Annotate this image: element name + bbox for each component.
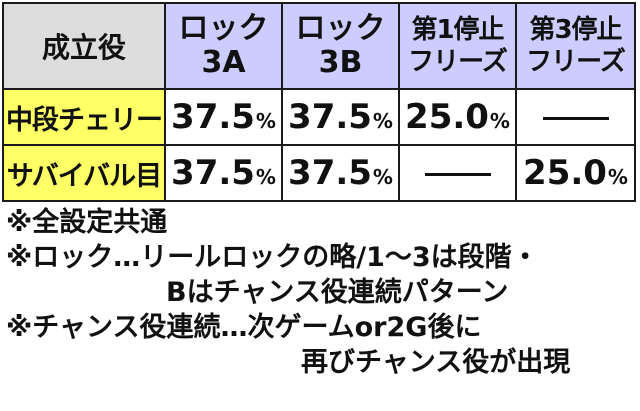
col-header-line2: 3B (318, 45, 363, 80)
cell-value: 37.5 (288, 153, 372, 193)
col-header-line1: 第1停止 (411, 15, 504, 45)
table-cell: 25.0% (398, 88, 517, 146)
note-chance-consecutive: ※チャンス役連続…次ゲームor2G後に (6, 312, 482, 343)
dash-mark (424, 173, 491, 176)
col-header-line2: 3A (201, 45, 246, 80)
note-lock-definition-cont: Bはチャンス役連続パターン (166, 277, 509, 308)
row-label-chudan-cherry: 中段チェリー (2, 88, 166, 146)
table-cell: 37.5% (164, 88, 283, 146)
percent-unit: % (255, 109, 276, 133)
col-header-lock-3b: ロック 3B (281, 2, 400, 90)
note-lock-definition: ※ロック…リールロックの略/1～3は段階・ (6, 242, 539, 273)
percent-unit: % (489, 109, 510, 133)
note-chance-consecutive-cont: 再びチャンス役が出現 (301, 347, 571, 378)
notes-block: ※全設定共通 ※ロック…リールロックの略/1～3は段階・ Bはチャンス役連続パタ… (6, 205, 636, 380)
cell-value: 25.0 (405, 97, 489, 137)
table-header-row: 成立役 ロック 3A ロック 3B 第1停止 フリーズ 第3停止 フリーズ (2, 2, 636, 90)
table-cell (515, 88, 636, 146)
corner-header: 成立役 (2, 2, 166, 90)
row-label-survival-me: サバイバル目 (2, 144, 166, 202)
table-row: 中段チェリー 37.5% 37.5% 25.0% (2, 88, 636, 146)
col-header-first-stop-freeze: 第1停止 フリーズ (398, 2, 517, 90)
cell-value: 25.0 (523, 153, 607, 193)
table-cell: 25.0% (515, 144, 636, 202)
col-header-line2: フリーズ (408, 47, 508, 77)
table-row: サバイバル目 37.5% 37.5% 25.0% (2, 144, 636, 202)
percent-unit: % (372, 165, 393, 189)
table-cell: 37.5% (281, 144, 400, 202)
col-header-line1: 第3停止 (529, 15, 622, 45)
percent-unit: % (607, 165, 628, 189)
note-all-settings: ※全設定共通 (6, 207, 168, 238)
percent-unit: % (372, 109, 393, 133)
table-cell: 37.5% (281, 88, 400, 146)
percent-unit: % (255, 165, 276, 189)
col-header-line1: ロック (295, 11, 386, 46)
cell-value: 37.5 (171, 153, 255, 193)
col-header-third-stop-freeze: 第3停止 フリーズ (515, 2, 636, 90)
table-cell: 37.5% (164, 144, 283, 202)
col-header-lock-3a: ロック 3A (164, 2, 283, 90)
probability-table: 成立役 ロック 3A ロック 3B 第1停止 フリーズ 第3停止 フリーズ 中段… (2, 2, 636, 202)
col-header-line1: ロック (178, 11, 269, 46)
cell-value: 37.5 (171, 97, 255, 137)
cell-value: 37.5 (288, 97, 372, 137)
table-cell (398, 144, 517, 202)
col-header-line2: フリーズ (526, 47, 626, 77)
dash-mark (542, 117, 609, 120)
